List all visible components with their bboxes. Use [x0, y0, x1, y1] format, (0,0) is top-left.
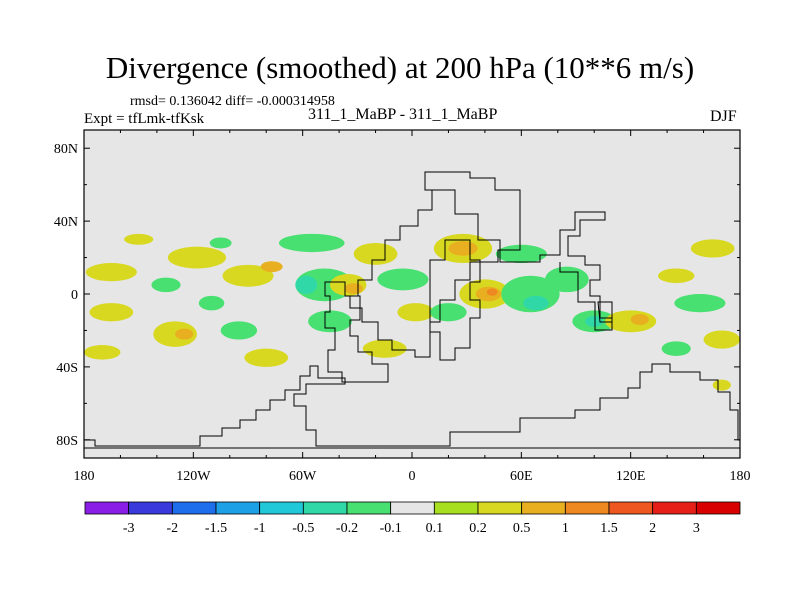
colorbar-label: -0.1 — [380, 521, 402, 536]
contour-region-2 — [84, 345, 121, 360]
contour-region-5 — [175, 328, 194, 340]
contour-region-14 — [278, 233, 345, 253]
contour-region-0 — [85, 263, 137, 282]
contour-region-1 — [89, 303, 134, 322]
contour-region-10 — [220, 321, 258, 340]
contour-region-40 — [690, 239, 735, 258]
contour-region-12 — [260, 261, 283, 273]
contour-region-8 — [209, 237, 232, 249]
y-tick-label: 40S — [56, 361, 78, 376]
contour-region-19 — [308, 310, 352, 333]
contour-region-32 — [523, 295, 549, 311]
contour-region-41 — [703, 330, 740, 349]
contour-region-13 — [244, 348, 289, 367]
contour-region-3 — [124, 233, 154, 245]
colorbar-label: -1 — [254, 521, 266, 536]
colorbar-box-13 — [652, 501, 697, 515]
colorbar-box-7 — [390, 501, 435, 515]
colorbar: -3 -2 -1.5 -1 -0.5 -0.2 -0.1 0.1 0.2 0.5 1 1.5 2 3 — [84, 501, 741, 536]
colorbar-label: 1 — [562, 521, 569, 536]
y-tick-label: 80N — [54, 142, 78, 157]
contour-fill-layer — [84, 233, 740, 391]
y-tick-label: 40N — [54, 215, 78, 230]
colorbar-label: -0.5 — [292, 521, 314, 536]
x-tick-label: 180 — [74, 469, 95, 484]
colorbar-box-14 — [695, 501, 741, 515]
continent-outline-antarctica — [84, 363, 740, 447]
contour-region-18 — [344, 283, 363, 294]
continent-outline-australia — [597, 301, 613, 323]
coastline-layer — [84, 171, 740, 449]
contour-region-23 — [362, 339, 407, 358]
x-tick-label: 120E — [616, 469, 646, 484]
colorbar-label: 2 — [649, 521, 656, 536]
colorbar-label: 0.1 — [426, 521, 444, 536]
colorbar-label: 0.5 — [513, 521, 531, 536]
continent-outline-americas — [349, 171, 521, 358]
contour-region-11 — [222, 264, 274, 287]
contour-region-7 — [167, 246, 227, 269]
contour-region-25 — [448, 241, 478, 256]
x-axis: 180 120W 60W 0 60E 120E 180 — [74, 130, 751, 484]
contour-region-9 — [198, 295, 225, 311]
x-tick-label: 120W — [176, 469, 211, 484]
contour-region-30 — [495, 244, 547, 264]
colorbar-label: -2 — [166, 521, 178, 536]
colorbar-label: -1.5 — [205, 521, 227, 536]
contour-region-20 — [353, 242, 398, 265]
chart-subtitle: 311_1_MaBP - 311_1_MaBP — [308, 106, 498, 123]
x-tick-label: 60E — [510, 469, 533, 484]
colorbar-box-9 — [477, 501, 523, 515]
colorbar-box-5 — [302, 501, 348, 515]
colorbar-box-3 — [215, 501, 261, 515]
stats-line: rmsd= 0.136042 diff= -0.000314958 — [130, 94, 335, 109]
colorbar-label: -0.2 — [336, 521, 358, 536]
contour-region-4 — [153, 321, 197, 347]
contour-region-21 — [377, 268, 429, 291]
colorbar-box-2 — [171, 501, 217, 515]
contour-region-42 — [661, 341, 691, 356]
y-tick-label: 80S — [56, 434, 78, 449]
plot-background — [84, 130, 740, 458]
colorbar-box-12 — [608, 501, 654, 515]
contour-region-29 — [430, 303, 467, 322]
contour-region-28 — [486, 288, 498, 296]
contour-region-35 — [585, 315, 604, 327]
y-tick-label: 0 — [71, 288, 78, 303]
chart-title: Divergence (smoothed) at 200 hPa (10**6 … — [105, 50, 695, 85]
colorbar-box-8 — [433, 501, 479, 515]
y-axis: 80N 40N 0 40S 80S — [54, 142, 740, 449]
season-label: DJF — [710, 108, 737, 125]
colorbar-box-4 — [259, 501, 304, 515]
contour-region-16 — [295, 275, 318, 294]
colorbar-label: 0.2 — [469, 521, 487, 536]
contour-region-38 — [658, 268, 695, 284]
x-tick-label: 0 — [409, 469, 416, 484]
contour-region-6 — [151, 277, 181, 293]
contour-region-37 — [630, 314, 649, 325]
contour-region-43 — [712, 379, 731, 391]
contour-region-33 — [545, 266, 589, 293]
colorbar-label: -3 — [123, 521, 135, 536]
colorbar-box-11 — [564, 501, 610, 515]
contour-region-36 — [605, 310, 657, 333]
continent-outline-africa — [429, 239, 481, 361]
colorbar-box-10 — [521, 501, 566, 515]
x-tick-label: 180 — [730, 469, 751, 484]
continent-outline-asia — [432, 189, 613, 331]
colorbar-label: 1.5 — [600, 521, 618, 536]
colorbar-box-0 — [84, 501, 130, 515]
colorbar-box-1 — [128, 501, 173, 515]
experiment-label: Expt = tfLmk-tfKsk — [84, 111, 205, 127]
x-tick-label: 60W — [289, 469, 317, 484]
continent-outline-south-america — [324, 281, 389, 383]
contour-region-22 — [397, 303, 434, 322]
contour-region-39 — [674, 294, 726, 313]
colorbar-label: 3 — [693, 521, 700, 536]
colorbar-box-6 — [346, 501, 392, 515]
